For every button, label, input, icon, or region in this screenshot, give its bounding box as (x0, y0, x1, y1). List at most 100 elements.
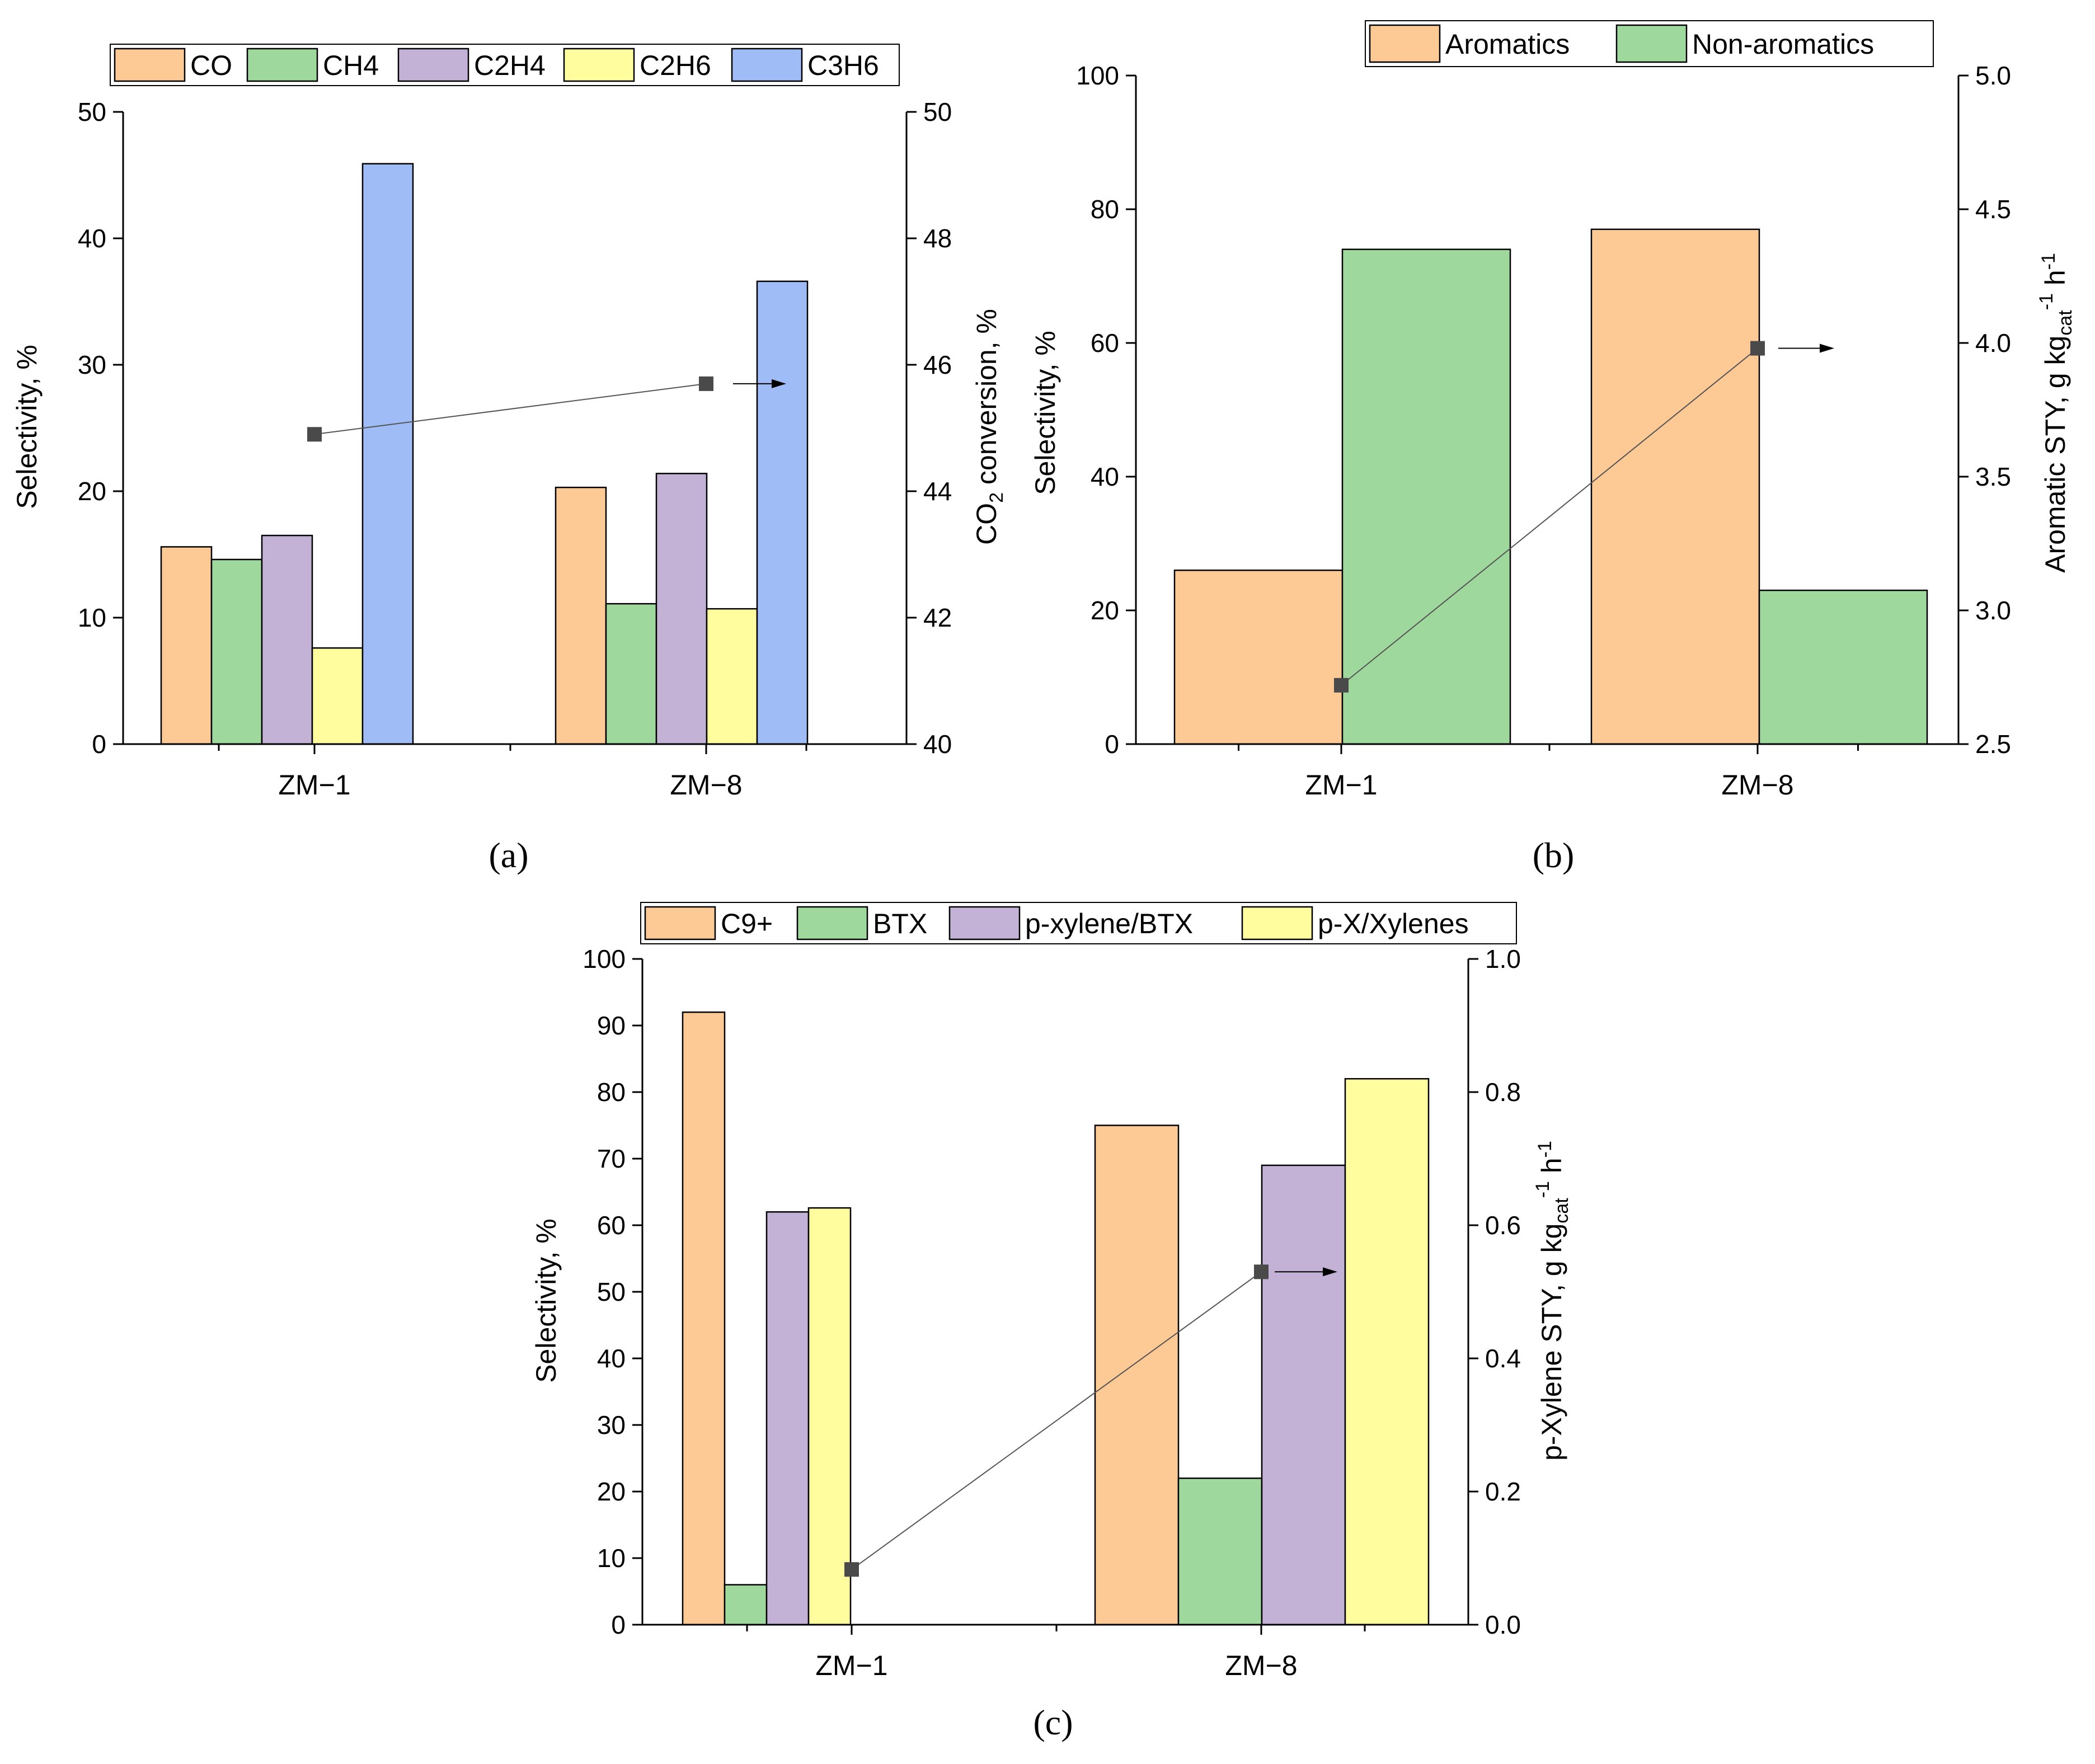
legend-swatch (114, 48, 186, 82)
y-tick-label-right: 0.0 (1485, 1610, 1521, 1639)
y-tick-label-left: 30 (597, 1410, 626, 1440)
y-tick-label-left: 30 (78, 350, 106, 379)
y-axis-title-left: Selectivity, % (1030, 331, 1061, 495)
y-tick-label-right: 42 (923, 603, 952, 632)
y-tick-label-left: 40 (1091, 462, 1119, 491)
bar-c2h6-1 (311, 647, 364, 745)
bar-aromatics-2 (1590, 228, 1760, 745)
legend-label: C2H4 (474, 50, 546, 81)
ticks-group: 0 10 20 30 40 50 60 70 80 90 100 0.0 0.2 0.4 0.6 0.8 1.0… (583, 944, 1521, 1681)
y-axis-title-right: Aromatic STY, g kgcat-1 h-1 (2036, 253, 2076, 573)
line-marker-1 (1334, 678, 1349, 693)
legend-swatch (731, 48, 803, 82)
chart-panel-c: 0 10 20 30 40 50 60 70 80 90 100 0.0 0.2 0.4 0.6 0.8 1.0… (530, 902, 1572, 1742)
legend: C9+ BTX p-xylene/BTX p-X/Xylenes (640, 902, 1517, 944)
line-marker-2 (699, 376, 713, 391)
y-axis-title-right: p-Xylene STY, g kgcat-1 h-1 (1532, 1141, 1572, 1461)
legend-label: BTX (873, 908, 927, 939)
bar-c3h6-2 (756, 280, 809, 745)
y-tick-label-right: 3.5 (1975, 462, 2011, 491)
bar-co-2 (555, 486, 607, 745)
legend-label: CO (190, 50, 232, 81)
legend-label: Non-aromatics (1692, 29, 1874, 60)
sty-line-group (844, 1264, 1337, 1577)
bar-ch4-1 (210, 558, 263, 745)
y-tick-label-left: 60 (597, 1211, 626, 1240)
panel-label-c: (c) (1033, 1702, 1073, 1742)
y-tick-label-left: 80 (597, 1078, 626, 1107)
legend-label: C3H6 (807, 50, 879, 81)
legend-swatch (563, 48, 635, 82)
y-tick-label-right: 5.0 (1975, 61, 2011, 90)
bar-btx-1 (724, 1584, 768, 1626)
bar-non-aromatics-2 (1758, 589, 1928, 745)
y-tick-label-left: 50 (597, 1277, 626, 1306)
line-marker-2 (1750, 341, 1765, 356)
y-tick-label-left: 0 (611, 1610, 626, 1639)
line-series (1341, 347, 1758, 686)
y-tick-label-right: 2.5 (1975, 730, 2011, 759)
line-marker-1 (307, 427, 322, 442)
bar-c2h4-2 (655, 473, 708, 745)
legend-swatch (1241, 906, 1313, 940)
bar-p-xylene-btx-2 (1261, 1164, 1346, 1626)
legend-box (640, 902, 1517, 944)
y-tick-label-right: 0.4 (1485, 1344, 1521, 1373)
y-tick-label-left: 10 (78, 603, 106, 632)
legend: Aromatics Non-aromatics (1365, 20, 1934, 67)
chart-panel-b: 0 20 40 60 80 100 2.5 3.0 3.5 4.0 4.5 5.0 ZM−1 ZM−8 S… (1030, 20, 2076, 875)
y-tick-label-right: 4.0 (1975, 328, 2011, 357)
y-tick-label-right: 50 (923, 97, 952, 126)
y-tick-label-left: 100 (1076, 61, 1119, 90)
y-tick-label-right: 44 (923, 477, 952, 506)
bar-co-1 (160, 546, 213, 745)
bar-c3h6-1 (361, 163, 414, 745)
y-axis-title-left: Selectivity, % (530, 1219, 562, 1383)
y-tick-label-left: 40 (597, 1344, 626, 1373)
line-marker-2 (1254, 1264, 1269, 1280)
bars-group (1173, 228, 1928, 745)
y-tick-label-right: 3.0 (1975, 596, 2011, 625)
chart-panel-a: 0 10 20 30 40 50 40 42 44 46 48 50 ZM−1 ZM−8 Selectiv… (11, 44, 1007, 875)
bar-c9--2 (1094, 1125, 1180, 1626)
legend-swatch (644, 906, 716, 940)
x-tick-label: ZM−8 (1721, 769, 1793, 801)
line-series (851, 1271, 1262, 1570)
bar-p-x-xylenes-1 (807, 1207, 852, 1626)
y-tick-label-left: 10 (597, 1544, 626, 1573)
y-tick-label-right: 0.2 (1485, 1477, 1521, 1506)
y-tick-label-right: 4.5 (1975, 195, 2011, 224)
legend-swatch (246, 48, 318, 82)
legend-label: p-X/Xylenes (1318, 908, 1469, 939)
ticks-group: 0 10 20 30 40 50 40 42 44 46 48 50 ZM−1 ZM−8 (78, 97, 952, 801)
y-tick-label-right: 46 (923, 350, 952, 379)
bar-p-x-xylenes-2 (1344, 1078, 1430, 1626)
y-tick-label-left: 0 (92, 730, 106, 759)
y-tick-label-left: 80 (1091, 195, 1119, 224)
legend-swatch (1615, 24, 1688, 63)
line-series (314, 383, 707, 435)
x-tick-label: ZM−1 (1305, 769, 1377, 801)
axis-arrow-head (1820, 344, 1834, 353)
bar-c2h4-1 (261, 534, 313, 745)
legend-swatch (948, 906, 1021, 940)
legend-swatch (796, 906, 868, 940)
axis-arrow-head (1323, 1267, 1337, 1277)
axis-arrow-head (772, 379, 786, 388)
y-tick-label-right: 48 (923, 224, 952, 253)
conversion-line-group (307, 376, 786, 442)
bar-c2h6-2 (706, 608, 758, 745)
legend-label: CH4 (323, 50, 379, 81)
bar-c9--1 (682, 1011, 726, 1626)
y-tick-label-left: 40 (78, 224, 106, 253)
y-tick-label-left: 70 (597, 1144, 626, 1173)
panel-label-b: (b) (1533, 835, 1575, 875)
y-tick-label-left: 20 (1091, 596, 1119, 625)
legend-label: C9+ (721, 908, 773, 939)
bars-group (682, 1011, 1430, 1626)
y-tick-label-left: 20 (597, 1477, 626, 1506)
y-axis-title-right: CO2 conversion, % (971, 309, 1007, 545)
x-tick-label: ZM−8 (1225, 1650, 1297, 1681)
x-tick-label: ZM−1 (278, 769, 350, 801)
